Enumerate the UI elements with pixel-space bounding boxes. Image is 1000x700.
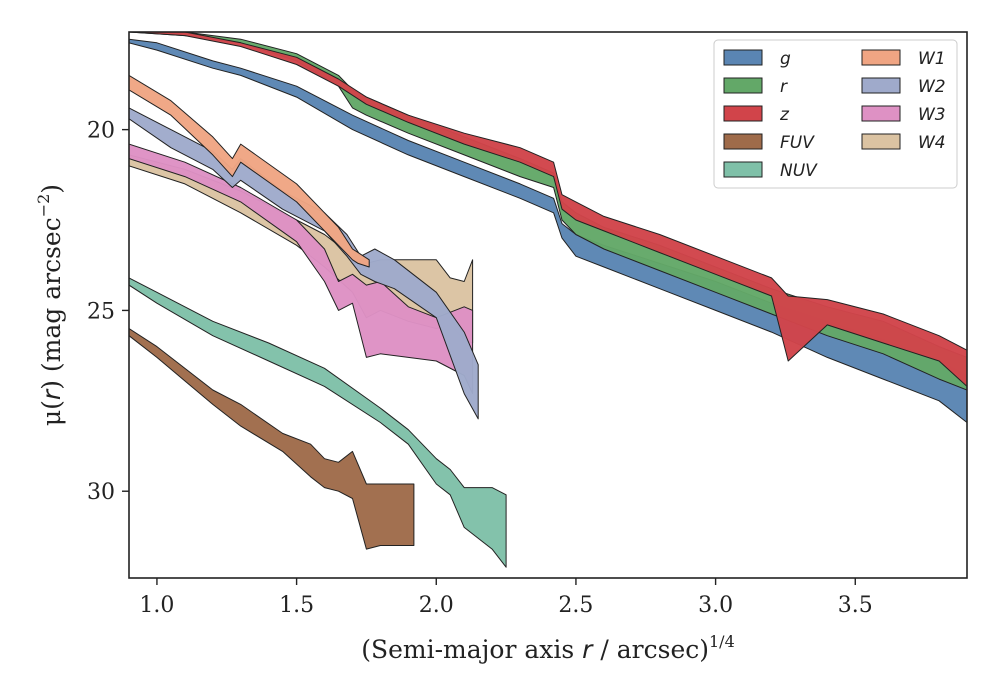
- profile-bands: [129, 32, 967, 568]
- x-tick-label: 2.0: [419, 593, 454, 618]
- band-fuv: [129, 328, 415, 550]
- y-tick-label: 30: [87, 480, 115, 505]
- y-tick-label: 25: [87, 299, 115, 324]
- legend-swatch-nuv: [723, 161, 763, 178]
- x-axis-ticks: 1.0 1.5 2.0 2.5 3.0 3.5: [139, 578, 873, 618]
- x-tick-label: 3.0: [698, 593, 733, 618]
- plot-frame: [128, 31, 968, 579]
- legend-label-r: r: [780, 77, 788, 97]
- legend-swatch-fuv: [723, 133, 763, 150]
- legend: grz FUV NUV W1 W2 W3 W4: [713, 39, 958, 189]
- legend-swatch-g: [723, 49, 763, 66]
- legend-frame: [713, 39, 958, 189]
- x-tick-label: 2.5: [558, 593, 593, 618]
- x-tick-label: 1.5: [279, 593, 314, 618]
- band-g: [129, 38, 967, 423]
- band-z: [129, 32, 967, 387]
- y-tick-label: 20: [87, 119, 115, 144]
- band-w1: [129, 74, 370, 268]
- legend-swatch-z: [723, 105, 763, 122]
- legend-label-w3: W3: [918, 105, 946, 125]
- legend-label-g: g: [780, 49, 791, 69]
- y-axis-ticks: 20 25 30: [87, 119, 129, 505]
- legend-label-z: z: [779, 105, 790, 125]
- legend-label-w1: W1: [918, 49, 946, 69]
- x-tick-label: 3.5: [838, 593, 873, 618]
- legend-swatch-w3: [861, 105, 901, 122]
- legend-swatch-w4: [861, 133, 901, 150]
- band-nuv: [129, 277, 507, 568]
- legend-label-nuv: NUV: [780, 161, 818, 181]
- x-axis-label: (Semi-major axis r / arcsec)1/4: [361, 632, 735, 664]
- legend-swatch-w1: [861, 49, 901, 66]
- x-tick-label: 1.0: [139, 593, 174, 618]
- legend-swatch-r: [723, 77, 763, 94]
- legend-label-fuv: FUV: [780, 133, 815, 153]
- y-axis-label: μ(r) (mag arcsec−2): [34, 184, 66, 426]
- legend-label-w2: W2: [918, 77, 946, 97]
- legend-label-w4: W4: [918, 133, 946, 153]
- legend-swatch-w2: [861, 77, 901, 94]
